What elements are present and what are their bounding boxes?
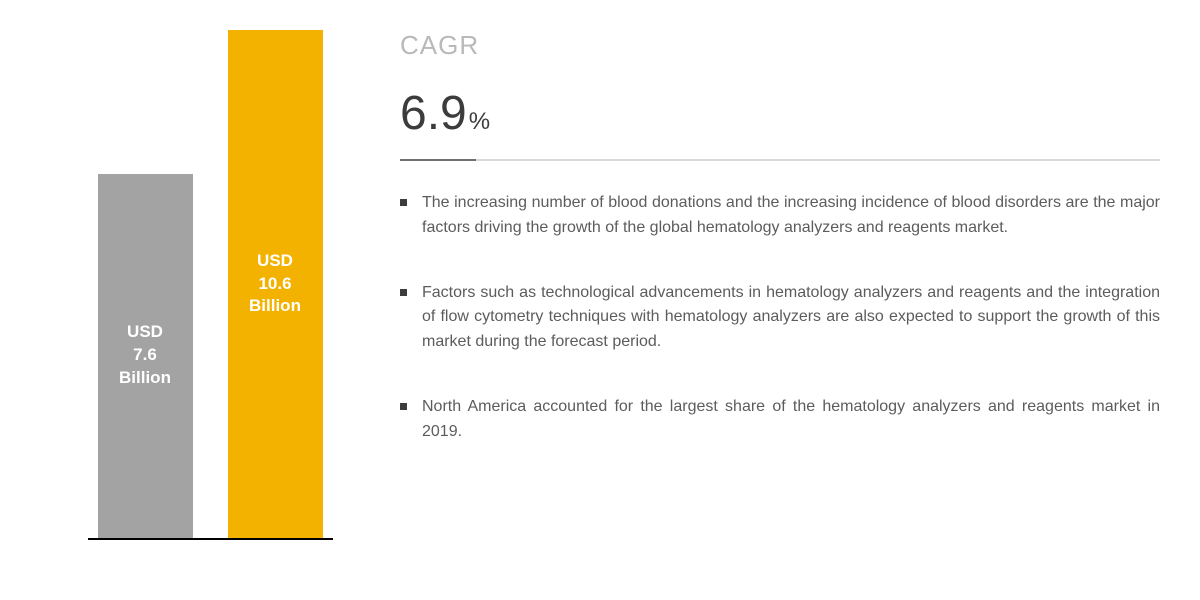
infographic-root: USD7.6BillionUSD10.6Billion CAGR 6.9 % T… [0, 0, 1200, 600]
cagr-value: 6.9 % [400, 86, 1160, 141]
bar-chart-xlabels [88, 540, 333, 548]
cagr-label: CAGR [400, 30, 1160, 61]
bar-1: USD10.6Billion [228, 30, 323, 538]
bar-currency: USD [257, 250, 293, 273]
bar-unit: Billion [249, 295, 301, 318]
bar-unit: Billion [119, 367, 171, 390]
cagr-number: 6.9 [400, 86, 467, 141]
bullet-item-1: Factors such as technological advancemen… [400, 281, 1160, 355]
bar-value: 7.6 [133, 344, 157, 367]
cagr-percent-sign: % [469, 108, 490, 136]
bar-chart-panel: USD7.6BillionUSD10.6Billion [60, 30, 360, 600]
divider [400, 159, 1160, 161]
bar-0: USD7.6Billion [98, 174, 193, 538]
bar-chart-bars: USD7.6BillionUSD10.6Billion [88, 30, 333, 540]
divider-accent [400, 159, 476, 161]
text-panel: CAGR 6.9 % The increasing number of bloo… [360, 30, 1160, 600]
bullet-list: The increasing number of blood donations… [400, 191, 1160, 485]
bar-value: 10.6 [258, 273, 291, 296]
bar-currency: USD [127, 321, 163, 344]
bullet-item-2: North America accounted for the largest … [400, 395, 1160, 445]
bullet-item-0: The increasing number of blood donations… [400, 191, 1160, 241]
